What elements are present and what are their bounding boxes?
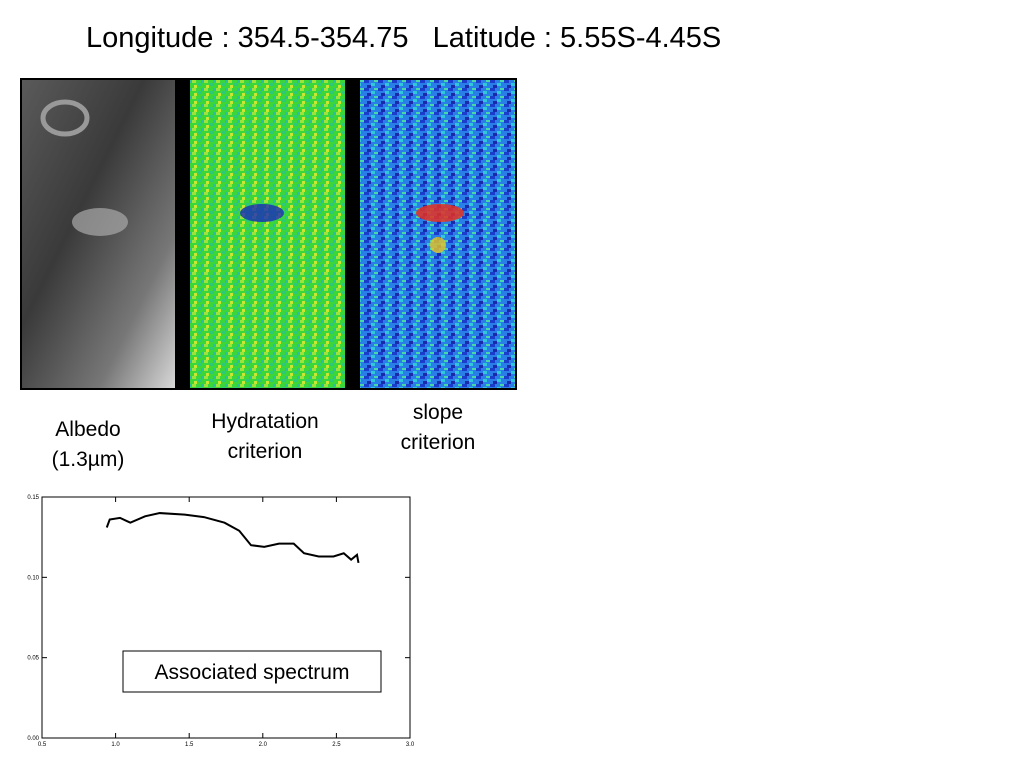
albedo-feature [72, 208, 128, 236]
caption-line: criterion [400, 431, 476, 454]
slope-image [360, 80, 515, 388]
y-tick-label: 0.00 [27, 736, 39, 742]
slope-feature [430, 237, 446, 253]
caption-line: Albedo [55, 418, 121, 441]
x-tick-label: 1.5 [185, 742, 194, 748]
plot-frame [41, 496, 411, 739]
caption-line: criterion [227, 440, 303, 463]
y-tick-label: 0.10 [27, 575, 39, 581]
annotation-box [122, 650, 382, 693]
albedo-feature [40, 99, 90, 137]
hydratation-caption: Hydratation criterion [185, 407, 345, 467]
caption-line: (1.3µm) [51, 448, 125, 471]
caption-line: slope [412, 401, 464, 424]
annotation: Associated spectrum [155, 661, 350, 684]
spectrum-line [105, 512, 360, 564]
slope-feature [416, 204, 464, 222]
x-tick-label: 2.5 [332, 742, 341, 748]
spectrum-chart: 0.00 0.05 0.10 0.15 0.5 1.0 1.5 2.0 2.5 3.0 Associ… [27, 495, 415, 748]
albedo-caption: Albedo (1.3µm) [8, 415, 168, 475]
slide-title: Longitude : 354.5-354.75 Latitude : 5.55… [86, 22, 722, 54]
hydratation-feature [240, 204, 284, 222]
caption-line: Hydratation [211, 410, 319, 433]
x-tick-label: 3.0 [406, 742, 415, 748]
x-tick-label: 1.0 [111, 742, 120, 748]
x-tick-label: 2.0 [259, 742, 268, 748]
y-tick-label: 0.05 [27, 656, 39, 662]
y-tick-label: 0.15 [27, 495, 39, 501]
x-tick-label: 0.5 [38, 742, 47, 748]
hydratation-image [190, 80, 345, 388]
slope-caption: slope criterion [358, 398, 518, 458]
